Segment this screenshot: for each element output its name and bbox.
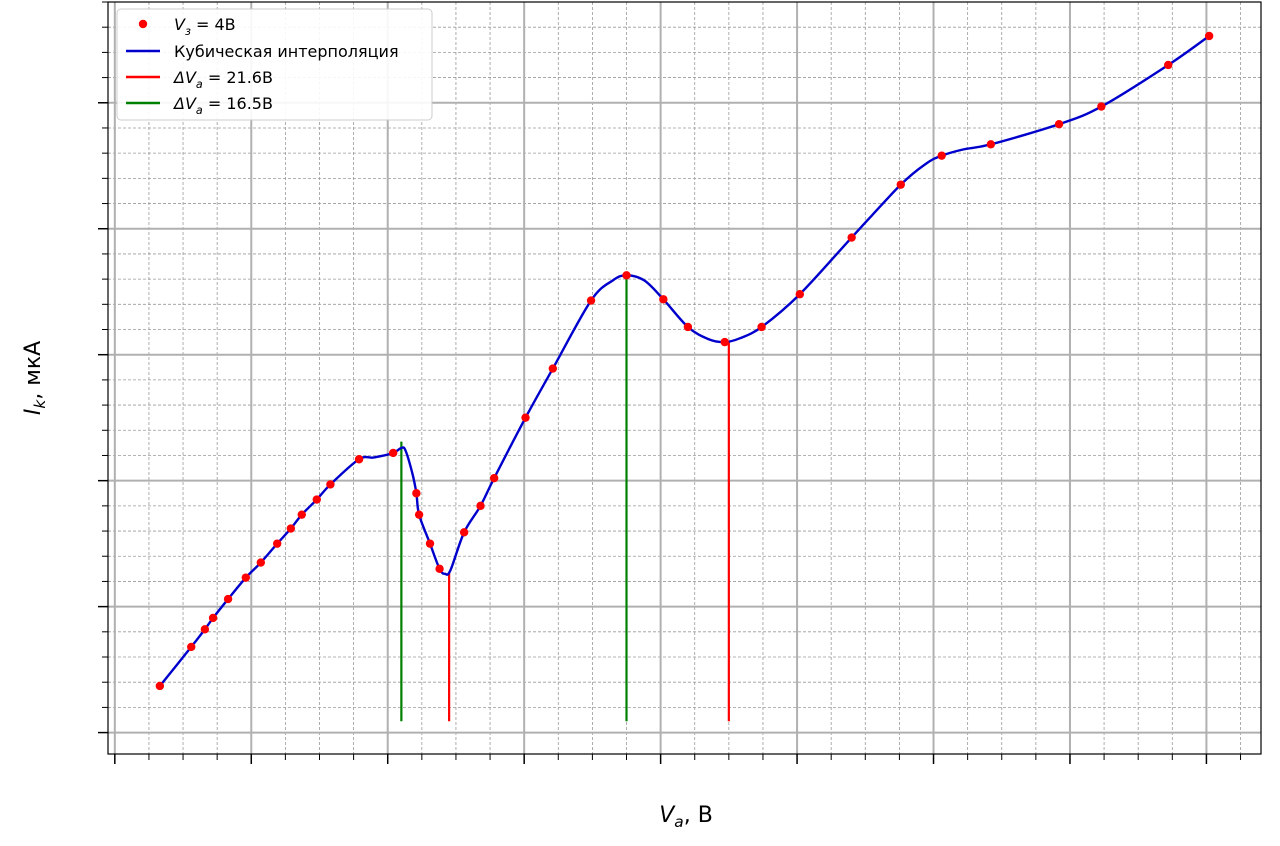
data-point [720,337,729,347]
data-point [155,681,165,691]
data-point [659,295,668,304]
data-point [586,296,596,305]
legend-marker [138,19,148,29]
legend-label: ΔVa = 16.5B [172,94,273,117]
legend-label-base: V [174,15,186,34]
data-point [622,271,631,280]
legend-label-rest: = 4B [191,15,236,34]
data-point [286,524,296,533]
data-point [459,528,469,537]
data-point [312,495,321,504]
data-point [896,180,905,189]
legend-label: Кубическая интерполяция [174,42,399,61]
y-axis-label-base: I [21,409,46,416]
data-point [326,480,335,489]
legend-label-base: ΔV [172,94,197,113]
data-point [937,151,946,160]
data-point [272,539,282,548]
data-point [683,322,693,332]
legend-label-sub: a [196,104,203,117]
plot-series [155,31,1214,691]
data-point [425,539,435,548]
data-point [1204,31,1214,41]
data-point [1164,60,1173,70]
data-point [795,290,804,299]
x-axis-label-sub: a [674,813,683,831]
data-point [757,322,766,332]
data-point [847,233,856,242]
legend-label: ΔVa = 21.6B [172,68,273,91]
data-point [412,489,421,498]
x-axis-label-base: V [659,803,676,828]
data-point [521,413,530,422]
legend-label-base: ΔV [172,68,197,87]
data-point [414,510,424,519]
x-axis-label: Va, В [659,803,713,831]
legend-label-rest: = 16.5B [203,94,273,113]
legend-label-rest: = 21.6B [203,68,273,87]
data-point [476,501,485,511]
plot-frame [107,1,1262,755]
y-axis-label: Ik, мкА [21,341,49,415]
data-point [297,510,306,519]
data-point [241,573,251,582]
data-point [489,473,499,483]
legend-label-sub: a [196,78,203,91]
data-point [986,140,996,149]
data-point [187,642,196,652]
data-point [388,448,398,458]
data-point [200,625,210,634]
data-point [223,594,233,604]
data-point [435,564,444,574]
y-axis-label-rest: , мкА [21,341,46,400]
legend-label-sub: з [185,25,191,38]
data-point [548,364,558,373]
data-point [256,558,266,567]
grid [108,1,1261,754]
axis-labels: Va, В Ik, мкА [21,341,713,831]
data-point [208,613,218,623]
legend-label: Vз = 4B [174,15,236,38]
data-point [354,455,364,464]
y-axis-label-sub: k [31,399,49,409]
delta-lines [400,275,730,722]
axis-ticks [98,1,1242,764]
x-axis-label-rest: , В [684,803,713,828]
data-point [1097,102,1106,111]
data-point [1054,119,1064,129]
legend-box [116,8,433,121]
